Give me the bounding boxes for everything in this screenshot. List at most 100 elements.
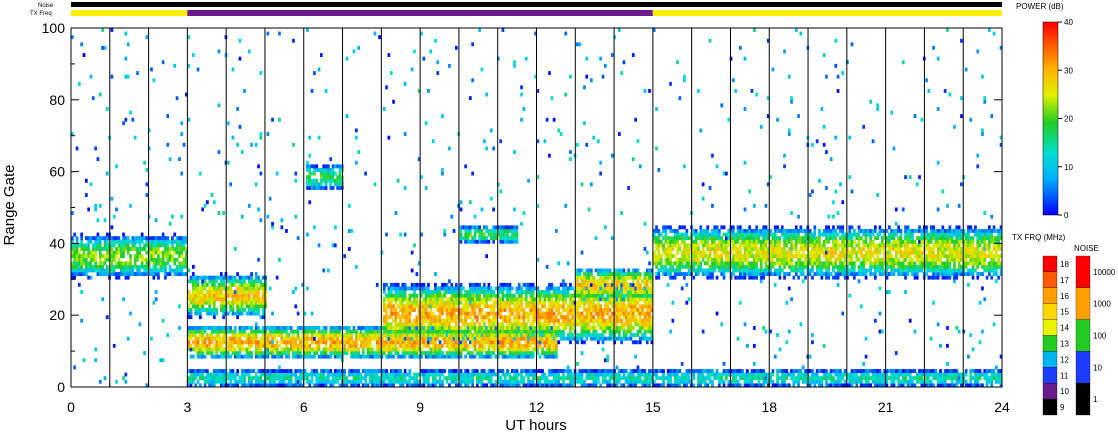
power-cell — [168, 264, 172, 269]
power-cell — [548, 300, 551, 305]
power-cell — [543, 293, 547, 298]
power-cell — [510, 340, 514, 345]
power-cell — [420, 347, 423, 352]
power-cell — [199, 333, 202, 337]
power-cell — [233, 293, 237, 298]
power-cell — [529, 297, 533, 302]
power-cell — [408, 379, 412, 384]
power-cell — [392, 369, 395, 373]
power-cell — [103, 268, 107, 273]
power-cell — [168, 221, 172, 226]
power-cell — [506, 229, 509, 233]
power-cell — [631, 379, 635, 384]
power-cell — [664, 254, 668, 259]
power-cell — [531, 293, 535, 298]
power-cell — [559, 315, 563, 320]
power-cell — [522, 318, 526, 323]
power-cell — [455, 308, 458, 312]
power-cell — [259, 336, 263, 341]
power-cell — [503, 354, 507, 359]
power-cell — [266, 31, 270, 36]
power-cell — [406, 315, 409, 320]
power-cell — [631, 326, 635, 330]
power-cell — [208, 290, 211, 294]
power-cell — [233, 279, 237, 284]
power-cell — [618, 326, 621, 330]
power-cell — [438, 333, 442, 337]
power-cell — [271, 326, 274, 330]
power-cell — [655, 247, 658, 251]
power-cell — [524, 372, 528, 377]
power-cell — [592, 318, 596, 323]
power-cell — [580, 286, 584, 291]
power-cell — [501, 347, 505, 352]
power-cell — [220, 376, 223, 381]
power-cell — [613, 268, 616, 273]
power-cell — [401, 282, 405, 287]
power-cell — [278, 329, 281, 334]
power-cell — [257, 279, 260, 284]
power-cell — [143, 236, 146, 241]
power-cell — [382, 383, 386, 387]
power-cell — [592, 379, 596, 384]
power-cell — [287, 354, 291, 359]
power-cell — [310, 186, 314, 190]
power-cell — [601, 333, 605, 337]
txfreq-bar — [71, 10, 1002, 16]
power-cell — [543, 333, 547, 337]
power-cell — [101, 264, 104, 269]
power-cell — [327, 175, 330, 180]
power-cell — [585, 372, 589, 377]
power-cell — [415, 354, 419, 359]
power-cell — [645, 340, 649, 345]
power-cell — [368, 379, 372, 384]
power-cell — [306, 175, 309, 180]
power-cell — [105, 254, 109, 259]
power-cell — [317, 372, 321, 377]
power-cell — [275, 340, 279, 345]
power-cell — [590, 286, 593, 291]
power-cell — [122, 254, 125, 259]
power-cell — [541, 369, 544, 373]
power-cell — [443, 229, 447, 233]
power-cell — [252, 279, 256, 284]
power-cell — [157, 272, 160, 276]
power-cell — [657, 376, 661, 381]
power-cell — [257, 329, 260, 334]
power-cell — [590, 268, 593, 273]
power-cell — [555, 315, 558, 320]
power-cell — [385, 369, 388, 373]
power-cell — [420, 315, 423, 320]
power-cell — [257, 340, 260, 345]
power-cell — [387, 354, 391, 359]
power-cell — [636, 290, 640, 294]
power-cell — [455, 318, 458, 323]
power-cell — [236, 383, 239, 387]
power-cell — [254, 308, 258, 312]
power-cell — [389, 71, 393, 75]
power-cell — [203, 293, 207, 298]
power-cell — [159, 250, 163, 255]
power-cell — [213, 379, 216, 384]
power-cell — [117, 247, 121, 251]
power-cell — [282, 383, 286, 387]
power-cell — [441, 293, 444, 298]
power-cell — [427, 326, 430, 330]
power-cell — [119, 247, 123, 251]
power-cell — [345, 114, 349, 119]
power-cell — [315, 182, 319, 187]
power-cell — [261, 340, 265, 345]
power-cell — [91, 247, 95, 251]
power-cell — [257, 286, 260, 291]
power-cell — [87, 275, 90, 280]
power-cell — [206, 297, 209, 302]
power-cell — [98, 268, 102, 273]
power-cell — [513, 60, 516, 65]
power-cell — [231, 135, 235, 140]
power-cell — [250, 369, 253, 373]
power-cell — [522, 322, 526, 327]
power-cell — [317, 376, 321, 381]
power-cell — [599, 279, 602, 284]
power-cell — [424, 121, 428, 126]
power-cell — [75, 239, 79, 244]
